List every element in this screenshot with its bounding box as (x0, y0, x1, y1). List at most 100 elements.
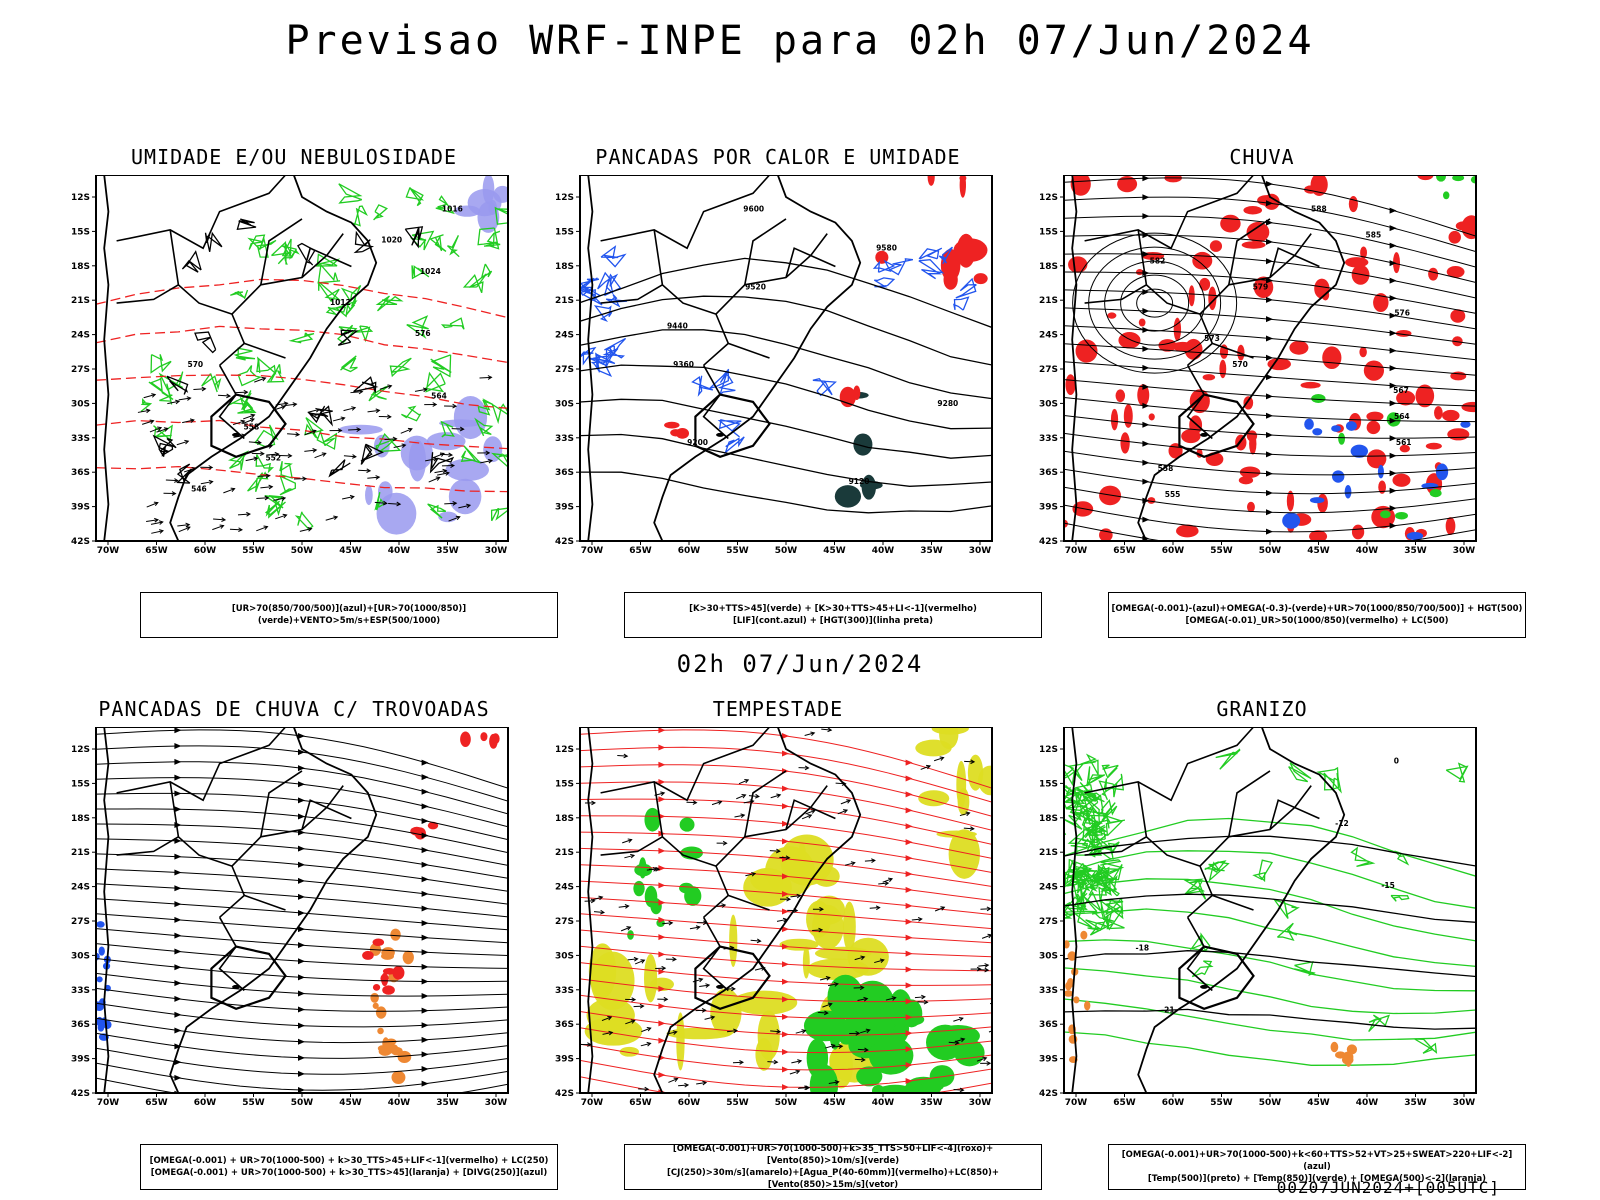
streamline-arrow (1266, 296, 1273, 303)
jet-stream-area (676, 1012, 685, 1071)
wind-arrow-head (439, 452, 445, 457)
humidity-low-level (148, 377, 174, 400)
lifted-index-contour (872, 259, 896, 273)
rain-area (1455, 221, 1470, 231)
humidity-high-level (477, 201, 500, 233)
wind-arrow-head (158, 520, 164, 525)
humidity-high-level (400, 435, 433, 471)
wind-vector (699, 983, 711, 988)
wind-vector (668, 1077, 679, 1083)
humidity-low-level (255, 454, 275, 474)
humidity-low-level (264, 500, 286, 519)
border-uruguay (1178, 393, 1255, 458)
wind-arrow-head (801, 1029, 807, 1034)
rain-area (1220, 214, 1241, 233)
thickness-contour (96, 325, 508, 364)
streamline-arrow (658, 761, 666, 768)
rain-area (1107, 312, 1117, 319)
wind-vector (622, 838, 633, 844)
streamline-arrow (298, 813, 305, 820)
wind-vector (878, 880, 890, 886)
lifted-index-contour (812, 377, 837, 397)
streamline-arrow (1266, 393, 1273, 400)
lat-label: 27S (1039, 365, 1058, 375)
wind-vector (801, 814, 813, 820)
main-title: Previsao WRF-INPE para 02h 07/Jun/2024 (285, 18, 1315, 64)
rain-area (1360, 246, 1367, 259)
wind-arrow-head (717, 800, 723, 805)
lifted-index-contour (603, 273, 622, 297)
rain-area (1428, 267, 1439, 281)
wind-arrow-head (827, 1002, 833, 1008)
wind-vector (770, 1029, 782, 1034)
lon-label: 65W (145, 546, 168, 556)
contour-label: 555 (1165, 490, 1181, 499)
streamline-850 (580, 729, 992, 789)
wind-arrow-head (432, 456, 438, 462)
streamline-arrow (1389, 242, 1397, 249)
wind-vector (384, 436, 398, 442)
wind-arrow-shaft (232, 420, 245, 426)
lifted-index-contour (708, 368, 730, 390)
border-line (244, 894, 286, 911)
wind-arrow-head (751, 871, 757, 877)
wind-vector (920, 764, 932, 770)
temp-850-contour (1103, 814, 1126, 837)
wind-arrow-shaft (425, 458, 438, 462)
wind-arrow-shaft (860, 1029, 870, 1034)
temp-850-contour (1064, 850, 1476, 909)
wind-vector (970, 966, 982, 972)
wind-arrow-shaft (176, 440, 189, 446)
wind-vector (770, 793, 782, 799)
lat-label: 18S (1039, 814, 1058, 824)
wind-arrow-shaft (379, 385, 392, 390)
wind-arrow-head (825, 976, 831, 981)
border-line (1186, 916, 1213, 992)
wind-vector (980, 1060, 992, 1066)
wind-arrow-shaft (933, 757, 944, 762)
contour-label: 1024 (420, 267, 441, 276)
humidity-low-level (340, 285, 362, 307)
wind-arrow-shaft (167, 400, 180, 405)
contour-label: 579 (1253, 282, 1269, 291)
lon-label: 45W (339, 1098, 362, 1108)
wind-vector (287, 432, 301, 437)
rain-area (1399, 444, 1410, 453)
wind-arrow-head (598, 895, 604, 901)
convective-area (375, 1006, 387, 1019)
hgt-500-contour (1064, 522, 1476, 541)
streamline-arrow (782, 926, 789, 933)
wind-vector (245, 456, 259, 462)
lon-label: 40W (872, 546, 895, 556)
wind-arrow-head (422, 387, 428, 393)
wind-arrow-shaft (593, 911, 605, 913)
wind-vector (686, 800, 698, 805)
temp-850-contour (1390, 894, 1410, 902)
panel-tempestade: TEMPESTADE 12S 15S 18S 21S 24S 27S 30S 33S 36S 39… (528, 697, 1042, 1190)
divergence-area (96, 976, 103, 983)
rain-area (1309, 530, 1328, 541)
rain-area (1199, 277, 1211, 291)
streamline-arrow (1389, 400, 1397, 407)
humidity-low-level (266, 364, 285, 383)
wind-vector (358, 468, 372, 474)
wind-arrow-head (171, 491, 177, 496)
lifted-index-contour (955, 277, 977, 299)
omega-500-area (1066, 978, 1074, 988)
contour-label: 546 (191, 485, 207, 494)
wind-850-area (644, 807, 661, 832)
wind-arrow-shaft (257, 475, 270, 477)
wind-arrow-head (221, 517, 227, 522)
wind-vector (266, 451, 280, 457)
contour-label: 9360 (673, 360, 694, 369)
lon-label: 55W (242, 546, 265, 556)
omega-500-area (1064, 990, 1073, 997)
wind-arrow-head (721, 903, 727, 908)
low-center-contour (1072, 232, 1238, 374)
coastline (169, 727, 378, 1093)
wind-arrow-head (838, 1044, 844, 1049)
wind-arrow-shaft (953, 1017, 964, 1022)
wind-arrow-head (740, 813, 746, 819)
lake (1200, 984, 1209, 989)
jet-stream-area (967, 754, 984, 791)
